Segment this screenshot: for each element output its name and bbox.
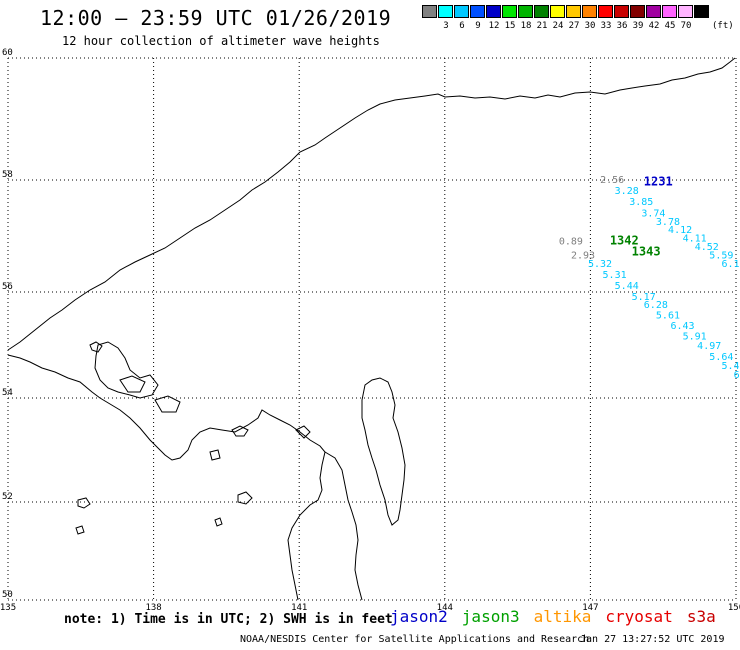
colorbar-swatch [598, 5, 613, 18]
colorbar-label: 18 [520, 21, 532, 31]
lat-tick-label: 50 [2, 590, 13, 600]
colorbar-label: 27 [568, 21, 580, 31]
axis-tick-labels: 135 138 141 144 147 150 60 58 56 54 52 50 [0, 48, 740, 613]
wave-height-value: 2.56 [600, 175, 624, 186]
wave-height-value: 5.44 [615, 281, 639, 292]
wave-height-value: 3.28 [615, 186, 639, 197]
colorbar-label: 24 [552, 21, 564, 31]
wave-height-value: 3.85 [629, 197, 653, 208]
colorbar-swatch [550, 5, 565, 18]
colorbar-swatch [678, 5, 693, 18]
colorbar-swatch [646, 5, 661, 18]
satellite-legend-item: jason2 [390, 607, 448, 626]
coastline [7, 57, 736, 601]
pass-time-label: 1343 [632, 245, 661, 259]
pass-time-label: 1342 [610, 233, 639, 247]
wave-height-value: 6.43 [670, 321, 694, 332]
wave-height-value: 3.78 [656, 217, 680, 228]
wave-height-observations: 2.563.283.853.743.784.124.114.525.596.12… [559, 175, 740, 381]
colorbar-swatch [614, 5, 629, 18]
colorbar-label: 30 [584, 21, 596, 31]
colorbar-label: 15 [504, 21, 516, 31]
wave-height-value: 3.74 [641, 208, 665, 219]
lat-tick-label: 58 [2, 170, 13, 180]
colorbar-swatch [502, 5, 517, 18]
colorbar-swatch [582, 5, 597, 18]
coastline-sakhalin [361, 377, 406, 526]
wave-height-value: 6.1 [734, 370, 740, 381]
wave-height-value: 6.12 [721, 259, 740, 270]
lon-tick-label: 147 [582, 603, 598, 613]
colorbar-label: 6 [459, 21, 465, 31]
lon-tick-label: 141 [291, 603, 307, 613]
colorbar-swatch [454, 5, 469, 18]
wave-height-value: 5.59 [709, 250, 733, 261]
lat-tick-label: 54 [2, 388, 13, 398]
satellite-legend: jason2 jason3 altika cryosat s3a [390, 607, 716, 626]
colorbar-label: 39 [632, 21, 644, 31]
colorbar-swatch [694, 5, 709, 18]
credit-line: NOAA/NESDIS Center for Satellite Applica… [240, 634, 590, 645]
satellite-legend-item: jason3 [461, 607, 520, 626]
coastline-bay [324, 451, 363, 601]
lat-tick-label: 60 [2, 48, 13, 58]
map-subtitle: 12 hour collection of altimeter wave hei… [62, 34, 380, 48]
satellite-legend-item: altika [533, 607, 592, 626]
map-title: 12:00 — 23:59 UTC 01/26/2019 [40, 6, 392, 30]
colorbar-swatch [438, 5, 453, 18]
lat-tick-label: 56 [2, 282, 13, 292]
colorbar-swatch [662, 5, 677, 18]
footnote: note: 1) Time is in UTC; 2) SWH is in fe… [64, 612, 393, 627]
colorbar-label: 21 [536, 21, 548, 31]
wave-height-value: 5.32 [588, 259, 612, 270]
pass-time-label: 1231 [644, 175, 673, 189]
wave-height-value: 5.17 [632, 292, 656, 303]
lon-tick-label: 150 [728, 603, 740, 613]
lat-lon-grid [7, 57, 737, 601]
coastline-north [7, 57, 736, 351]
wave-height-value: 6.28 [644, 300, 668, 311]
wave-height-value: 4.52 [695, 242, 719, 253]
wave-height-value: 5.64 [709, 352, 733, 363]
colorbar-label: 70 [680, 21, 692, 31]
wave-height-value: 4.12 [668, 225, 692, 236]
colorbar-label: 42 [648, 21, 660, 31]
lon-tick-label: 138 [145, 603, 161, 613]
generated-timestamp: Jan 27 13:27:52 UTC 2019 [580, 634, 725, 645]
colorbar-label: 9 [475, 21, 481, 31]
wave-height-value: 4.11 [683, 234, 707, 245]
wave-height-value: 2.93 [571, 250, 595, 261]
wave-height-value: 0.89 [559, 236, 583, 247]
colorbar-swatch [422, 5, 437, 18]
wave-height-value: 5.91 [683, 332, 707, 343]
lat-tick-label: 52 [2, 492, 13, 502]
colorbar-swatch [518, 5, 533, 18]
colorbar-unit: (ft) [712, 21, 734, 31]
colorbar-label: 33 [600, 21, 612, 31]
colorbar-label: 45 [664, 21, 676, 31]
coastline-peninsula [94, 341, 159, 399]
wave-height-value: 5.61 [656, 311, 680, 322]
colorbar-swatch [630, 5, 645, 18]
colorbar-swatch [566, 5, 581, 18]
lon-tick-label: 144 [437, 603, 453, 613]
wave-height-value: 5.47 [721, 361, 740, 372]
wave-height-value: 5.31 [603, 270, 627, 281]
colorbar-swatch [486, 5, 501, 18]
coastline-islands [75, 341, 311, 535]
colorbar-label: 3 [443, 21, 449, 31]
satellite-legend-item: cryosat [605, 607, 673, 626]
colorbar-swatches [422, 5, 734, 18]
colorbar-label: 12 [488, 21, 500, 31]
satellite-legend-item: s3a [686, 607, 716, 626]
colorbar-label: 36 [616, 21, 628, 31]
lon-tick-label: 135 [0, 603, 16, 613]
wave-height-colorbar: 3 6 9 12 15 18 21 24 27 30 33 36 39 42 45 70 (ft) [422, 5, 734, 31]
colorbar-swatch [534, 5, 549, 18]
coastline-mainland [7, 354, 326, 601]
wave-height-value: 4.97 [697, 341, 721, 352]
colorbar-swatch [470, 5, 485, 18]
colorbar-labels: 3 6 9 12 15 18 21 24 27 30 33 36 39 42 45 70 (ft) [422, 21, 734, 31]
